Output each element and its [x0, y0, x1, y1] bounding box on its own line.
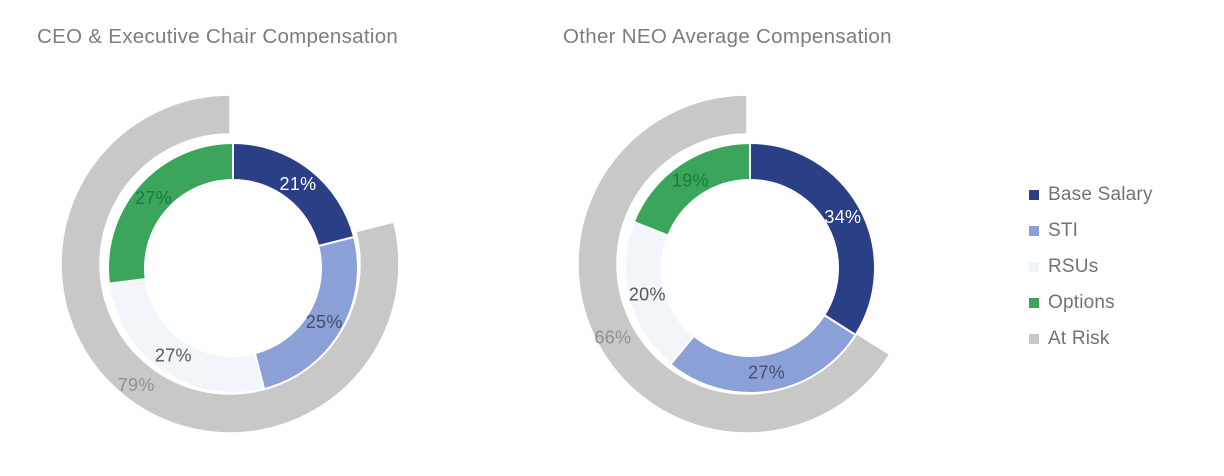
- legend-label-options: Options: [1048, 292, 1115, 313]
- legend-swatch-sti: [1029, 226, 1039, 236]
- outer-ring-label-at-risk: 79%: [118, 375, 155, 395]
- legend-label-at-risk: At Risk: [1048, 328, 1110, 349]
- chart-title-ceo-compensation: CEO & Executive Chair Compensation: [37, 25, 399, 48]
- legend-swatch-options: [1029, 298, 1039, 308]
- slice-label-sti: 25%: [306, 312, 343, 332]
- slice-label-rsus: 27%: [155, 346, 192, 366]
- legend-item-sti: STI: [1029, 220, 1153, 242]
- legend-item-base-salary: Base Salary: [1029, 184, 1153, 206]
- donut-slice-base-salary: [749, 141, 876, 337]
- outer-ring-label-at-risk: 66%: [594, 328, 631, 348]
- legend-swatch-rsus: [1029, 262, 1039, 272]
- slice-label-options: 19%: [672, 170, 709, 190]
- donut-slice-options: [632, 141, 751, 237]
- legend-label-sti: STI: [1048, 220, 1079, 241]
- chart-legend: Base Salary STI RSUs Options At Risk: [1029, 184, 1153, 350]
- slice-label-base-salary: 21%: [280, 174, 317, 194]
- legend-item-rsus: RSUs: [1029, 256, 1153, 278]
- slice-label-sti: 27%: [748, 363, 785, 383]
- donut-chart-ceo-compensation: 79% 21% 25% 27% 27%: [60, 94, 400, 434]
- legend-item-at-risk: At Risk: [1029, 328, 1153, 350]
- slice-label-base-salary: 34%: [824, 207, 861, 227]
- legend-swatch-at-risk: [1029, 334, 1039, 344]
- legend-label-rsus: RSUs: [1048, 256, 1099, 277]
- donut-slice-base-salary: [232, 141, 356, 248]
- chart-title-neo-compensation: Other NEO Average Compensation: [563, 25, 892, 48]
- donut-chart-neo-compensation: 66% 34% 27% 20% 19%: [577, 94, 891, 434]
- legend-label-base-salary: Base Salary: [1048, 184, 1153, 205]
- legend-swatch-base-salary: [1029, 190, 1039, 200]
- legend-item-options: Options: [1029, 292, 1153, 314]
- outer-ring-at-risk: [577, 94, 891, 434]
- slice-label-options: 27%: [135, 188, 172, 208]
- donut-slice-options: [107, 141, 234, 285]
- slice-label-rsus: 20%: [629, 284, 666, 304]
